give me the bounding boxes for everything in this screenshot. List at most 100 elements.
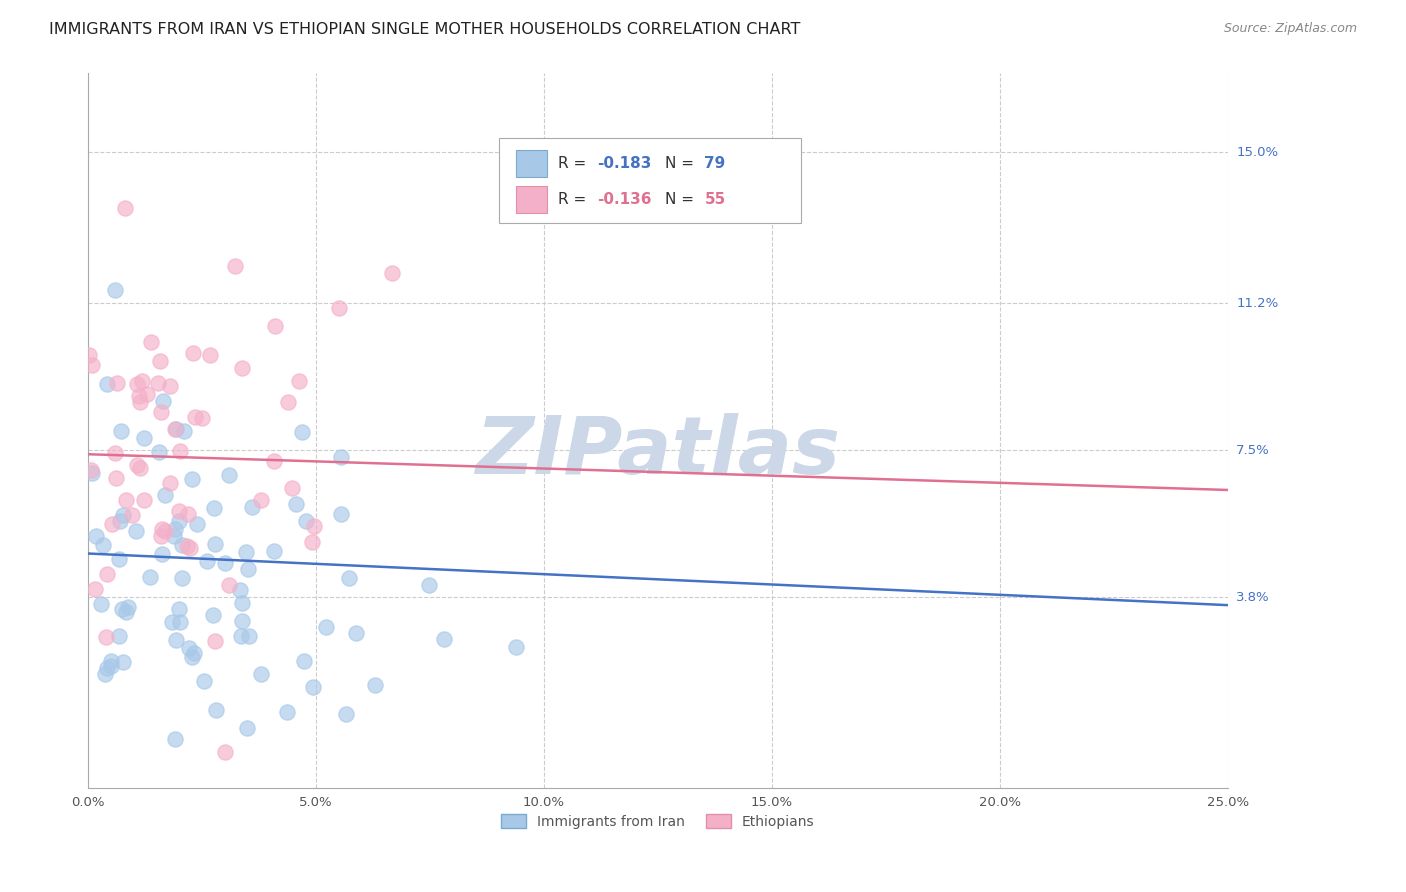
Point (149, 405, 172, 419)
Point (238, 629, 260, 643)
Text: 15.0%: 15.0% (1236, 146, 1278, 159)
Point (250, 492, 273, 507)
Point (96, 567, 118, 582)
Point (254, 790, 277, 805)
Text: IMMIGRANTS FROM IRAN VS ETHIOPIAN SINGLE MOTHER HOUSEHOLDS CORRELATION CHART: IMMIGRANTS FROM IRAN VS ETHIOPIAN SINGLE… (49, 22, 800, 37)
Point (165, 422, 187, 436)
Text: N =: N = (665, 156, 699, 171)
Point (276, 705, 298, 719)
Point (170, 571, 193, 585)
Point (96, 661, 118, 675)
Point (337, 572, 360, 586)
Point (202, 500, 225, 515)
Point (115, 605, 138, 619)
Point (165, 633, 187, 648)
Point (505, 640, 527, 655)
Point (160, 615, 183, 629)
Point (180, 649, 202, 664)
Text: R =: R = (558, 156, 592, 171)
Point (177, 507, 200, 521)
Point (284, 497, 307, 511)
Text: -0.136: -0.136 (598, 192, 652, 207)
Point (136, 387, 159, 401)
Point (263, 454, 285, 468)
Point (183, 409, 205, 424)
Point (201, 608, 224, 623)
Point (191, 411, 214, 425)
Point (114, 201, 136, 215)
Point (117, 599, 139, 614)
Point (96, 631, 118, 645)
Point (231, 361, 253, 376)
Point (231, 614, 253, 628)
Point (329, 450, 352, 465)
Text: R =: R = (558, 192, 592, 207)
Point (381, 266, 404, 280)
Point (281, 481, 304, 495)
Point (128, 461, 150, 475)
Point (193, 673, 215, 688)
Point (304, 519, 326, 533)
Point (172, 538, 194, 552)
Point (110, 602, 132, 616)
Point (183, 647, 205, 661)
Point (139, 570, 162, 584)
Point (165, 523, 187, 537)
Point (229, 629, 252, 643)
Point (169, 615, 191, 629)
Point (100, 654, 122, 668)
Point (127, 458, 149, 472)
Point (90, 598, 112, 612)
Point (335, 706, 357, 721)
Point (292, 654, 315, 668)
Point (149, 353, 172, 368)
Point (112, 655, 135, 669)
Point (301, 534, 323, 549)
Point (131, 374, 153, 388)
Point (96, 376, 118, 391)
Point (152, 393, 174, 408)
Point (105, 376, 128, 390)
Text: 55: 55 (704, 192, 725, 207)
Point (108, 551, 131, 566)
Point (277, 394, 299, 409)
Point (112, 508, 135, 522)
Point (328, 301, 350, 315)
Point (218, 467, 240, 482)
Point (159, 379, 181, 393)
Text: N =: N = (665, 192, 699, 207)
Point (101, 516, 124, 531)
Point (115, 492, 138, 507)
Point (129, 394, 152, 409)
Point (107, 629, 129, 643)
Point (235, 721, 257, 735)
Point (80, 358, 103, 372)
Point (167, 514, 190, 528)
Point (204, 634, 226, 648)
Point (229, 583, 252, 598)
Text: 7.5%: 7.5% (1236, 443, 1270, 457)
Point (231, 596, 253, 610)
Point (302, 680, 325, 694)
Point (150, 522, 173, 536)
Point (165, 422, 187, 436)
Point (159, 476, 181, 491)
Point (181, 472, 204, 486)
Point (84, 582, 107, 596)
Point (149, 528, 172, 542)
Point (103, 283, 125, 297)
Point (148, 444, 170, 458)
Point (100, 658, 122, 673)
Point (105, 471, 128, 485)
Point (128, 389, 150, 403)
Point (110, 424, 132, 438)
Text: 79: 79 (704, 156, 725, 171)
Point (80, 466, 103, 480)
Point (224, 260, 246, 274)
Point (205, 703, 228, 717)
Point (132, 493, 155, 508)
Point (214, 557, 236, 571)
Point (121, 508, 143, 523)
Point (77, 347, 100, 361)
Point (177, 640, 200, 655)
